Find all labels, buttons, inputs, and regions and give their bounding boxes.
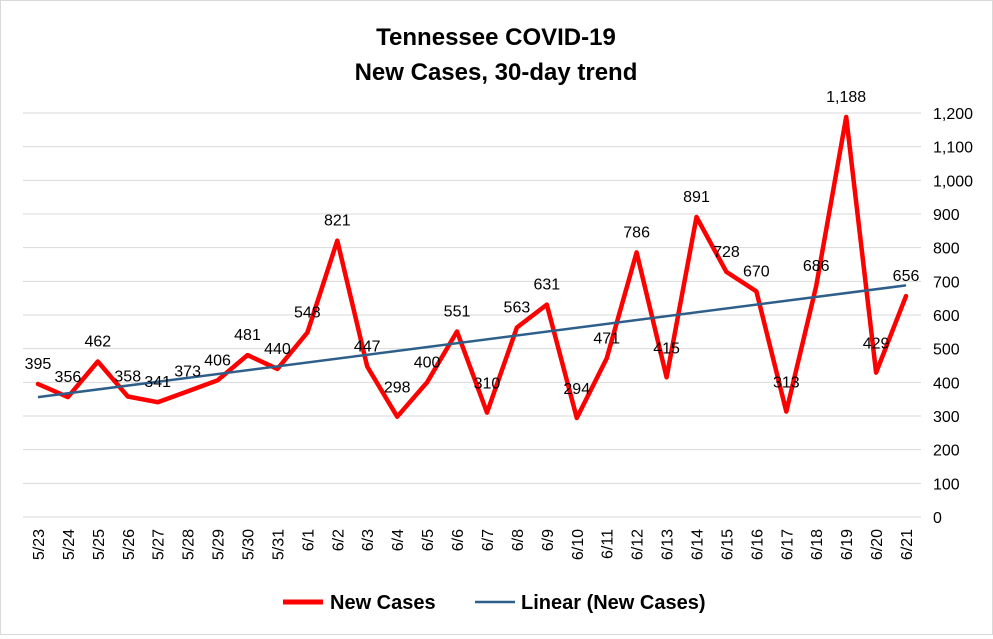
data-label-6-6: 551 (444, 303, 471, 320)
chart-title-line-2: New Cases, 30-day trend (355, 59, 638, 86)
x-tick-label: 6/21 (899, 529, 916, 560)
x-tick-label: 5/27 (151, 529, 168, 560)
y-axis-tick-labels: 0 100 200 300 400 500 600 700 800 900 1,000 1,100 1,… (933, 106, 973, 527)
y-tick-label: 200 (933, 443, 960, 460)
data-label-6-12: 786 (623, 224, 650, 241)
data-label-6-5: 400 (414, 354, 441, 371)
y-tick-label: 0 (933, 510, 942, 527)
y-tick-label: 700 (933, 274, 960, 291)
x-tick-label: 6/4 (390, 529, 407, 551)
data-label-5-29: 406 (204, 352, 231, 369)
x-tick-label: 5/23 (31, 529, 48, 560)
x-tick-label: 6/9 (540, 529, 557, 551)
x-tick-label: 6/16 (749, 529, 766, 560)
x-tick-label: 6/11 (600, 529, 617, 559)
x-tick-label: 6/12 (630, 529, 647, 560)
data-label-5-30: 481 (234, 327, 261, 344)
chart-title-line-1: Tennessee COVID-19 (376, 24, 616, 51)
trendline-linear-new-cases (37, 284, 907, 399)
series-line-new-cases (35, 114, 909, 421)
y-tick-label: 500 (933, 342, 960, 359)
x-tick-label: 5/24 (61, 529, 78, 560)
legend: New Cases Linear (New Cases) (283, 592, 706, 614)
y-tick-label: 1,000 (933, 173, 973, 190)
data-label-6-10: 294 (563, 381, 590, 398)
legend-label-new-cases: New Cases (330, 592, 436, 614)
x-tick-label: 6/20 (869, 529, 886, 560)
data-label-5-25: 462 (84, 333, 111, 350)
x-tick-label: 6/14 (690, 529, 707, 560)
legend-label-linear: Linear (New Cases) (521, 592, 706, 614)
chart-title: Tennessee COVID-19 New Cases, 30-day tre… (355, 24, 638, 86)
x-tick-label: 6/7 (480, 529, 497, 551)
data-label-6-9: 631 (533, 277, 560, 294)
data-label-6-21: 656 (893, 268, 920, 285)
y-tick-label: 800 (933, 241, 960, 258)
data-label-6-7: 310 (474, 376, 501, 393)
x-tick-label: 5/26 (121, 529, 138, 560)
y-tick-label: 400 (933, 375, 960, 392)
x-axis-tick-labels: 5/23 5/24 5/25 5/26 5/27 5/28 5/29 5/30 5/31 6/1 6… (31, 529, 916, 560)
x-tick-label: 6/10 (570, 529, 587, 560)
y-tick-label: 1,200 (933, 106, 973, 123)
data-label-5-24: 356 (55, 369, 82, 386)
y-tick-label: 600 (933, 308, 960, 325)
x-tick-label: 5/29 (211, 529, 228, 560)
y-tick-label: 900 (933, 207, 960, 224)
x-tick-label: 6/2 (330, 529, 347, 551)
x-tick-label: 6/15 (719, 529, 736, 560)
x-tick-label: 6/13 (660, 529, 677, 560)
data-label-5-26: 358 (114, 368, 141, 385)
y-tick-label: 100 (933, 476, 960, 493)
data-label-5-28: 373 (174, 363, 201, 380)
data-label-6-3: 447 (354, 339, 381, 356)
data-label-6-4: 298 (384, 380, 411, 397)
data-label-6-2: 821 (324, 213, 351, 230)
data-label-6-1: 548 (294, 305, 321, 322)
x-tick-label: 6/1 (300, 529, 317, 551)
data-label-6-19: 1,188 (826, 89, 866, 106)
data-label-6-8: 563 (504, 299, 531, 316)
data-label-6-11: 471 (593, 330, 620, 347)
x-tick-label: 6/3 (360, 529, 377, 551)
x-tick-label: 5/28 (181, 529, 198, 560)
y-tick-label: 300 (933, 409, 960, 426)
data-label-6-15: 728 (713, 244, 740, 261)
series-lines (35, 114, 909, 421)
data-label-6-13: 415 (653, 340, 680, 357)
x-tick-label: 5/30 (241, 529, 258, 560)
x-tick-label: 5/25 (91, 529, 108, 560)
data-label-6-14: 891 (683, 189, 710, 206)
x-tick-label: 6/19 (839, 529, 856, 560)
data-label-5-27: 341 (144, 374, 171, 391)
data-label-6-16: 670 (743, 263, 770, 280)
x-tick-label: 5/31 (270, 529, 287, 560)
data-label-5-31: 440 (264, 341, 291, 358)
data-label-6-18: 686 (803, 258, 830, 275)
x-tick-label: 6/17 (779, 529, 796, 560)
gridlines (23, 112, 921, 518)
x-tick-label: 6/18 (809, 529, 826, 560)
x-tick-label: 6/8 (510, 529, 527, 551)
x-tick-label: 6/5 (420, 529, 437, 551)
x-tick-label: 6/6 (450, 529, 467, 551)
data-label-6-17: 313 (773, 375, 800, 392)
data-label-5-23: 395 (25, 356, 52, 373)
data-label-6-20: 429 (863, 336, 890, 353)
y-tick-label: 1,100 (933, 140, 973, 157)
